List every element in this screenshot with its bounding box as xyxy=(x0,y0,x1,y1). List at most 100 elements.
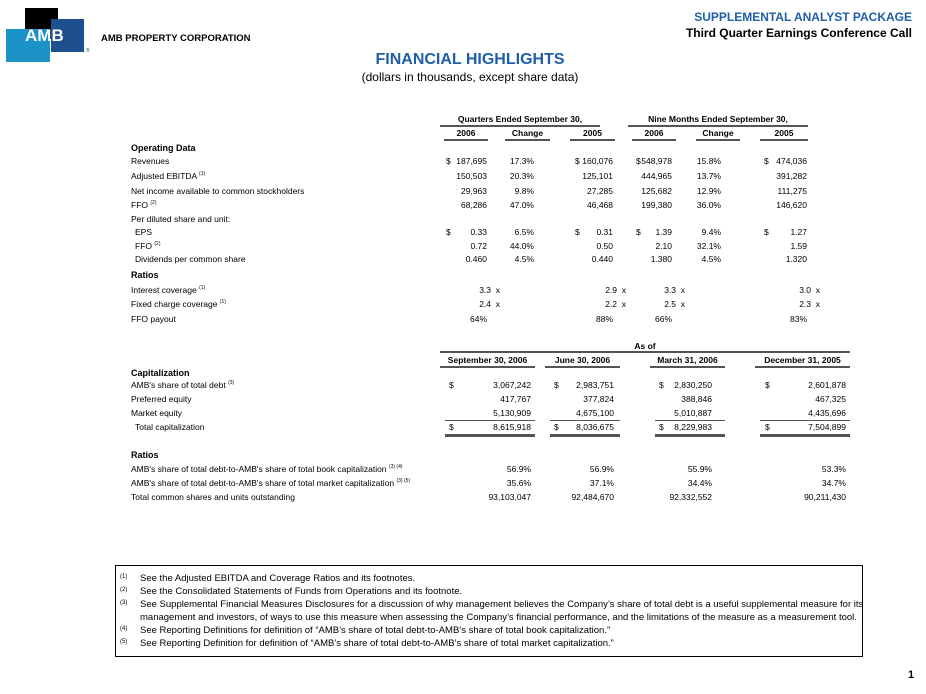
subtotal-line xyxy=(760,420,850,421)
row-label-text: FFO xyxy=(131,200,148,210)
row-label: Per diluted share and unit: xyxy=(131,214,230,224)
cell-value: 0.31 xyxy=(596,227,613,237)
section-heading: Operating Data xyxy=(131,143,196,153)
cell-value: 8,036,675 xyxy=(576,422,614,432)
row-label-text: FFO payout xyxy=(131,314,176,324)
footnote-ref: (2) xyxy=(150,200,157,206)
footnote-ref: (1) xyxy=(199,171,206,177)
footnote-ref: (1) xyxy=(219,299,226,305)
row-label: Dividends per common share xyxy=(135,254,246,264)
cell-value: 1.59 xyxy=(790,241,807,251)
group-header-underline xyxy=(440,125,600,127)
cell-value: 15.8% xyxy=(696,156,721,166)
column-header-underline xyxy=(444,139,488,141)
subtotal-line xyxy=(655,420,725,421)
cell-value: 66% xyxy=(654,314,672,324)
cell-value: 8,615,918 xyxy=(493,422,531,432)
group-header: Nine Months Ended September 30, xyxy=(648,114,788,124)
cell-value: 444,965 xyxy=(641,171,672,181)
currency-symbol: $ xyxy=(449,422,454,432)
currency-symbol: $ xyxy=(554,422,559,432)
group-header-underline xyxy=(440,351,850,353)
currency-symbol: $ xyxy=(764,227,769,237)
currency-symbol: $ xyxy=(636,156,641,166)
footnote-ref: (1) xyxy=(199,285,206,291)
cell-value: 160,076 xyxy=(582,156,613,166)
currency-symbol: $ xyxy=(449,380,454,390)
column-header-underline xyxy=(545,366,620,368)
row-label-text: Ratios xyxy=(131,450,159,460)
row-label: Total capitalization xyxy=(135,422,204,432)
cell-value: 2.5 x xyxy=(664,299,685,309)
cell-value: 1.320 xyxy=(785,254,807,264)
footnotes-box xyxy=(115,565,863,657)
row-label-text: Per diluted share and unit: xyxy=(131,214,231,224)
cell-value: 4.5% xyxy=(514,254,534,264)
cell-value: 92,484,670 xyxy=(571,492,614,502)
cell-value: 29,963 xyxy=(461,186,487,196)
group-header-underline xyxy=(628,125,808,127)
row-label: Total common shares and units outstandin… xyxy=(131,492,295,502)
column-header: 2006 xyxy=(456,128,476,138)
company-name: AMB PROPERTY CORPORATION xyxy=(101,33,251,44)
row-label: Interest coverage (1) xyxy=(131,285,205,295)
cell-value: 90,211,430 xyxy=(804,492,846,502)
column-header-underline xyxy=(650,366,725,368)
cell-value: 2,830,250 xyxy=(674,380,712,390)
cell-value: 37.1% xyxy=(589,478,614,488)
cell-value: 53.3% xyxy=(821,464,846,474)
cell-value: 56.9% xyxy=(589,464,614,474)
cell-value: 32.1% xyxy=(696,241,721,251)
footnote-number: (1) xyxy=(120,574,128,580)
footnote-text: See Supplemental Financial Measures Disc… xyxy=(140,599,864,610)
row-label-text: Net income available to common stockhold… xyxy=(131,186,305,196)
column-header-underline xyxy=(440,366,535,368)
cell-value: 83% xyxy=(789,314,807,324)
group-header: Quarters Ended September 30, xyxy=(457,114,583,124)
cell-value: 27,285 xyxy=(587,186,613,196)
cell-value: 7,504,899 xyxy=(808,422,846,432)
cell-value: 5,010,887 xyxy=(674,408,712,418)
row-label: AMB's share of total debt (3) xyxy=(131,380,234,390)
cell-value: 34.7% xyxy=(821,478,846,488)
column-header-underline xyxy=(696,139,740,141)
row-label-text: Capitalization xyxy=(131,368,190,378)
footnote-number: (2) xyxy=(120,587,128,593)
footnote-number: (5) xyxy=(120,639,128,645)
cell-value: 1.380 xyxy=(650,254,672,264)
cell-value: 9.8% xyxy=(514,186,534,196)
cell-value: 2.9 x xyxy=(605,285,626,295)
column-header: 2006 xyxy=(644,128,664,138)
cell-value: 34.4% xyxy=(687,478,712,488)
cell-value: 1.39 xyxy=(655,227,672,237)
logo-mark: AMB xyxy=(25,26,64,45)
cell-value: 64% xyxy=(469,314,487,324)
column-header: Change xyxy=(702,128,734,138)
footnote-text: See Reporting Definition for definition … xyxy=(140,638,614,649)
footnote-text: See Reporting Definitions for definition… xyxy=(140,625,611,636)
cell-value: 5,130,909 xyxy=(493,408,531,418)
row-label-text: Total common shares and units outstandin… xyxy=(131,492,295,502)
footnote-text: See the Adjusted EBITDA and Coverage Rat… xyxy=(140,573,416,584)
cell-value: 13.7% xyxy=(696,171,721,181)
row-label-text: Market equity xyxy=(131,408,183,418)
row-label: Revenues xyxy=(131,156,169,166)
currency-symbol: $ xyxy=(764,156,769,166)
logo-dark-blue-square xyxy=(51,19,84,52)
row-label-text: AMB's share of total debt xyxy=(131,380,226,390)
cell-value: 12.9% xyxy=(696,186,721,196)
cell-value: 8,229,983 xyxy=(674,422,712,432)
row-label: AMB's share of total debt-to-AMB's share… xyxy=(131,478,410,488)
total-double-underline xyxy=(655,434,725,437)
row-label-text: Revenues xyxy=(131,156,170,166)
cell-value: 56.9% xyxy=(506,464,531,474)
cell-value: 0.50 xyxy=(596,241,613,251)
cell-value: 44.0% xyxy=(509,241,534,251)
page-number: 1 xyxy=(908,669,915,681)
column-header-underline xyxy=(632,139,676,141)
cell-value: 199,380 xyxy=(641,200,672,210)
row-label-text: AMB's share of total debt-to-AMB's share… xyxy=(131,478,395,488)
cell-value: 391,282 xyxy=(776,171,807,181)
row-label-text: Total capitalization xyxy=(135,422,205,432)
